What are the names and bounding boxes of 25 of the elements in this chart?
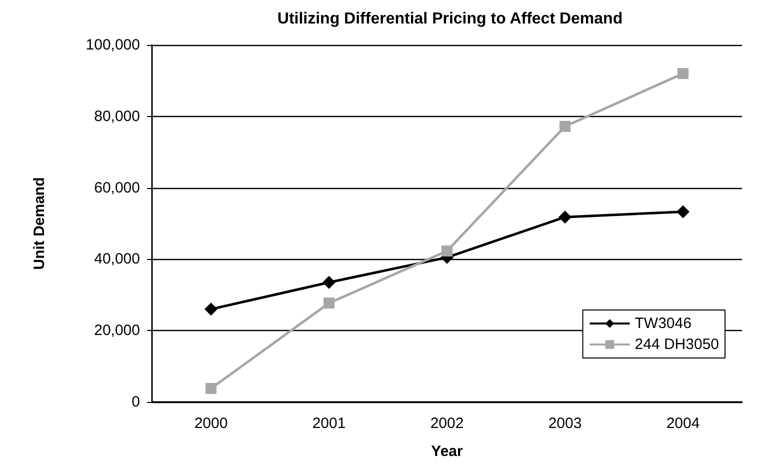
y-tick-label: 80,000 xyxy=(94,108,140,125)
point xyxy=(206,382,216,394)
y-axis-title: Unit Demand xyxy=(31,177,48,270)
legend-label: TW3046 xyxy=(634,315,692,332)
point xyxy=(204,302,218,316)
point xyxy=(560,120,570,132)
point xyxy=(558,210,572,224)
chart-title: Utilizing Differential Pricing to Affect Demand xyxy=(277,10,623,28)
x-tick-label: 2001 xyxy=(312,415,346,432)
legend-label: 244 DH3050 xyxy=(634,336,720,353)
x-tick-label: 2003 xyxy=(548,415,582,432)
y-tick-label: 60,000 xyxy=(94,179,140,196)
point xyxy=(324,298,334,309)
y-tick-label: 100,000 xyxy=(86,36,140,54)
x-tick-label: 2002 xyxy=(430,415,464,432)
y-tick-label: 40,000 xyxy=(94,250,140,268)
x-tick-label: 2000 xyxy=(194,415,228,432)
point xyxy=(678,68,688,80)
y-tick-label: 0 xyxy=(132,394,140,410)
point xyxy=(442,245,452,256)
point xyxy=(322,276,336,289)
x-axis-title: Year xyxy=(431,443,464,460)
point xyxy=(676,205,690,218)
y-tick-label: 20,000 xyxy=(94,322,140,340)
x-tick-label: 2004 xyxy=(666,415,700,432)
